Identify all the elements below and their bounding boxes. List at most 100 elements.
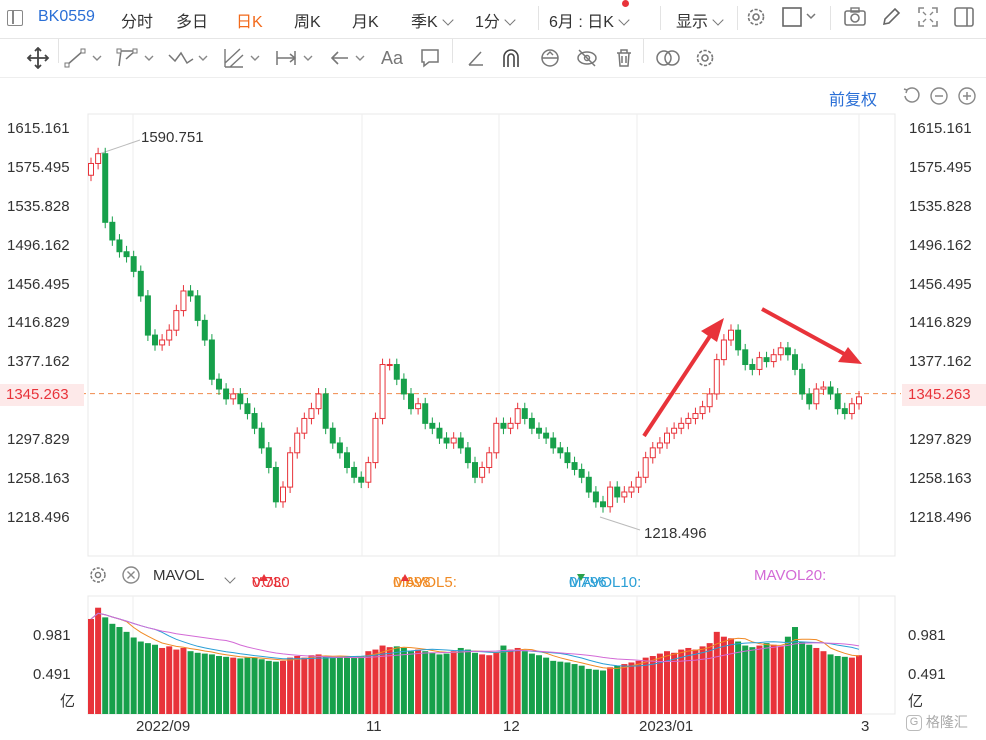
arrow-tool-icon[interactable] xyxy=(328,47,370,69)
candle xyxy=(699,400,706,420)
candle xyxy=(379,358,386,425)
trash-icon[interactable] xyxy=(613,47,635,69)
line-tool-icon[interactable] xyxy=(64,47,106,69)
candle xyxy=(784,341,791,361)
vol-value: 0.730 xyxy=(252,574,290,591)
up-arrow-icon xyxy=(260,574,268,581)
volume-bar xyxy=(287,657,294,714)
candle-body xyxy=(820,386,827,390)
volume-bar xyxy=(479,654,486,714)
candle-body xyxy=(408,393,414,410)
reset-icon[interactable] xyxy=(902,86,922,111)
volume-bar xyxy=(315,654,322,714)
interval-select[interactable]: 1分 xyxy=(475,8,516,32)
tab-monthly-k[interactable]: 月K xyxy=(352,14,379,31)
candle-body xyxy=(571,462,578,470)
volume-bar xyxy=(201,653,208,714)
polyline-tool-icon[interactable] xyxy=(116,47,158,69)
volume-bar xyxy=(585,668,592,714)
candle-body xyxy=(600,501,606,508)
indicator-close-icon[interactable] xyxy=(121,565,141,589)
tab-multiday[interactable]: 多日 xyxy=(176,14,209,31)
volume-bar xyxy=(550,660,557,714)
zoom-in-icon[interactable] xyxy=(957,86,977,111)
indicator-settings-icon[interactable] xyxy=(88,565,108,589)
pencil-icon[interactable] xyxy=(880,6,902,28)
candle-body xyxy=(763,357,770,363)
drawing-toolbar: Aa xyxy=(0,39,986,78)
comment-tool-icon[interactable] xyxy=(419,47,441,69)
low-annotation: 1218.496 xyxy=(644,525,707,542)
up-trend-arrow xyxy=(642,328,716,438)
eraser-line-icon[interactable] xyxy=(465,47,487,69)
volume-bar xyxy=(237,658,244,714)
candle-body xyxy=(372,417,379,464)
tab-daily-k[interactable]: 日K xyxy=(236,14,263,31)
tab-intraday[interactable]: 分时 xyxy=(121,14,154,31)
volume-bar xyxy=(543,657,550,714)
compare-icon[interactable] xyxy=(655,47,681,69)
volume-bar xyxy=(386,647,393,714)
color-square-select[interactable] xyxy=(781,6,821,28)
range-select[interactable]: 6月 : 日K xyxy=(549,8,630,32)
candle-body xyxy=(472,462,478,478)
move-icon[interactable] xyxy=(26,47,50,69)
watermark-text: 格隆汇 xyxy=(925,714,968,730)
lock-drawing-icon[interactable] xyxy=(538,47,562,69)
volume-bar xyxy=(514,647,521,714)
settings-gear-icon[interactable] xyxy=(745,6,767,28)
candle xyxy=(336,437,343,459)
candle xyxy=(621,486,628,503)
magnet-icon[interactable] xyxy=(500,47,522,69)
measure-tool-icon[interactable] xyxy=(274,47,318,69)
candle-body xyxy=(400,378,407,395)
tab-quarterly-k[interactable]: 季K xyxy=(411,8,454,32)
candle-body xyxy=(187,290,194,297)
display-select[interactable]: 显示 xyxy=(676,8,724,32)
volume-bar xyxy=(834,656,841,714)
wave-tool-icon[interactable] xyxy=(167,47,211,69)
volume-bar xyxy=(180,647,187,714)
range-label: 6月 : 日K xyxy=(549,14,614,31)
volume-bar xyxy=(678,649,685,714)
candle xyxy=(358,471,365,489)
toolbar-settings-icon[interactable] xyxy=(694,47,716,69)
candle xyxy=(557,441,564,459)
fullscreen-icon[interactable] xyxy=(917,6,939,28)
price-tick-left-1: 1575.495 xyxy=(7,158,70,176)
candle xyxy=(472,456,478,484)
price-tick-left-8: 1258.163 xyxy=(7,470,70,488)
volume-bar xyxy=(216,656,222,714)
mavol10-value: 0.796 xyxy=(569,574,607,591)
symbol-code[interactable]: BK0559 xyxy=(38,8,95,25)
price-tick-right-0: 1615.161 xyxy=(909,120,972,137)
candle xyxy=(820,381,827,395)
candle-body xyxy=(166,329,173,341)
price-tick-left-6: 1377.162 xyxy=(7,353,70,371)
text-tool-icon[interactable]: Aa xyxy=(381,47,404,68)
volume-bar xyxy=(827,654,834,714)
sidebar-toggle-icon[interactable] xyxy=(7,10,23,26)
divider xyxy=(58,39,59,63)
candle-body xyxy=(379,364,386,419)
tab-weekly-k[interactable]: 周K xyxy=(294,14,321,31)
camera-icon[interactable] xyxy=(843,6,867,28)
indicator-name[interactable]: MAVOL xyxy=(153,567,205,584)
channel-tool-icon[interactable] xyxy=(222,47,264,69)
candle-body xyxy=(799,368,806,395)
volume-bar xyxy=(664,651,670,714)
hide-drawing-icon[interactable] xyxy=(575,47,599,69)
volume-bar xyxy=(614,665,621,714)
volume-bar xyxy=(379,645,386,714)
zoom-out-icon[interactable] xyxy=(929,86,949,111)
volume-bar xyxy=(500,645,507,714)
panel-toggle-icon[interactable] xyxy=(953,6,975,28)
candle xyxy=(685,412,692,430)
candle xyxy=(180,285,187,317)
adjust-mode-link[interactable]: 前复权 xyxy=(829,92,878,109)
candle-body xyxy=(144,295,151,336)
divider xyxy=(538,6,539,30)
candle-body xyxy=(137,270,144,297)
candle xyxy=(450,432,457,449)
